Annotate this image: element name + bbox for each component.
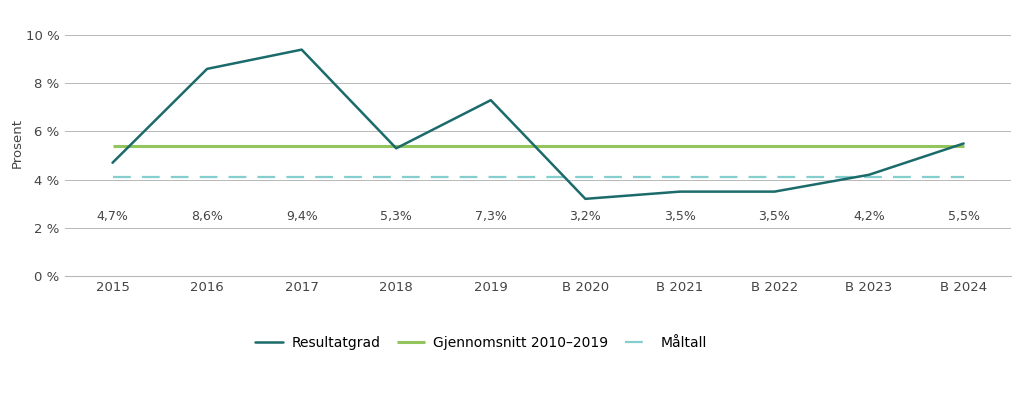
- Text: 5,5%: 5,5%: [947, 210, 980, 222]
- Text: 4,7%: 4,7%: [97, 210, 129, 222]
- Gjennomsnitt 2010–2019: [106, 143, 119, 148]
- Text: 4,2%: 4,2%: [853, 210, 885, 222]
- Gjennomsnitt 2010–2019: [673, 143, 686, 148]
- Text: 8,6%: 8,6%: [191, 210, 223, 222]
- Text: 9,4%: 9,4%: [286, 210, 318, 222]
- Line: Resultatgrad: Resultatgrad: [112, 49, 964, 199]
- Text: 3,5%: 3,5%: [664, 210, 696, 222]
- Y-axis label: Prosent: Prosent: [11, 119, 25, 168]
- Gjennomsnitt 2010–2019: [863, 143, 875, 148]
- Legend: Resultatgrad, Gjennomsnitt 2010–2019, Måltall: Resultatgrad, Gjennomsnitt 2010–2019, Må…: [249, 331, 713, 356]
- Måltall: [390, 175, 403, 180]
- Resultatgrad: [579, 197, 592, 202]
- Resultatgrad: [106, 160, 119, 165]
- Gjennomsnitt 2010–2019: [295, 143, 308, 148]
- Måltall: [673, 175, 686, 180]
- Resultatgrad: [484, 98, 497, 103]
- Gjennomsnitt 2010–2019: [769, 143, 781, 148]
- Resultatgrad: [295, 47, 308, 52]
- Resultatgrad: [958, 141, 970, 146]
- Måltall: [106, 175, 119, 180]
- Resultatgrad: [673, 189, 686, 194]
- Resultatgrad: [201, 66, 214, 71]
- Resultatgrad: [390, 146, 403, 151]
- Måltall: [769, 175, 781, 180]
- Resultatgrad: [769, 189, 781, 194]
- Måltall: [484, 175, 497, 180]
- Gjennomsnitt 2010–2019: [958, 143, 970, 148]
- Text: 7,3%: 7,3%: [475, 210, 507, 222]
- Gjennomsnitt 2010–2019: [579, 143, 592, 148]
- Resultatgrad: [863, 172, 875, 177]
- Måltall: [295, 175, 308, 180]
- Text: 5,3%: 5,3%: [380, 210, 412, 222]
- Text: 3,2%: 3,2%: [569, 210, 601, 222]
- Måltall: [201, 175, 214, 180]
- Gjennomsnitt 2010–2019: [484, 143, 497, 148]
- Måltall: [958, 175, 970, 180]
- Text: 3,5%: 3,5%: [758, 210, 790, 222]
- Måltall: [863, 175, 875, 180]
- Gjennomsnitt 2010–2019: [390, 143, 403, 148]
- Måltall: [579, 175, 592, 180]
- Gjennomsnitt 2010–2019: [201, 143, 214, 148]
